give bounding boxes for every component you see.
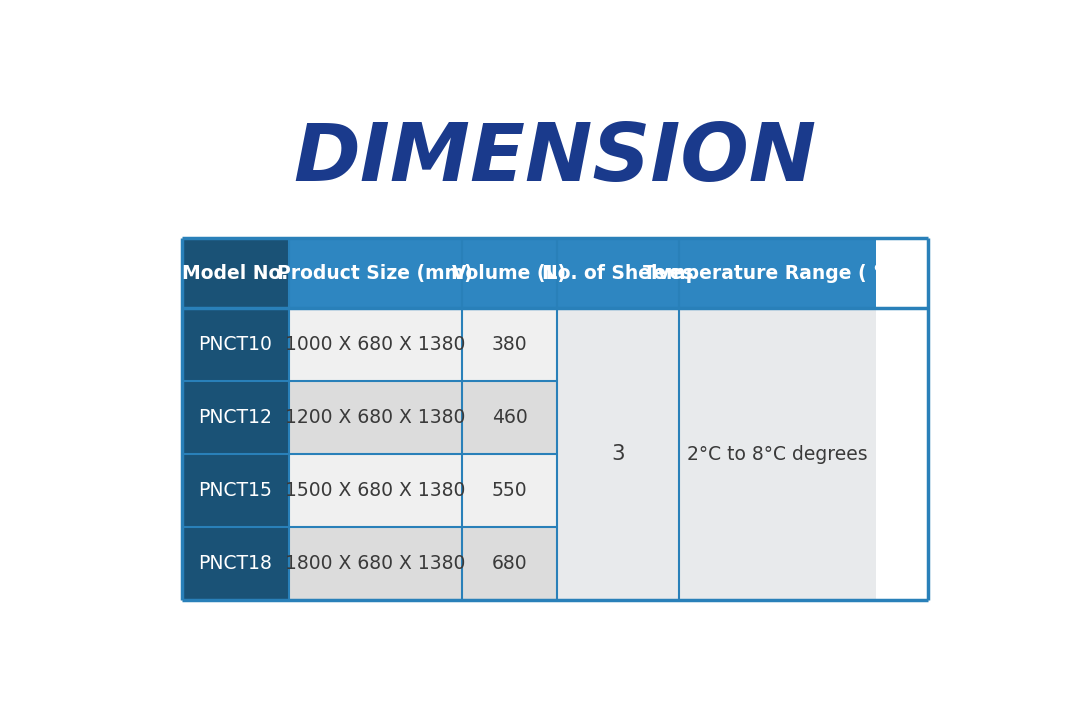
Text: PNCT15: PNCT15	[198, 481, 272, 500]
Text: Model No.: Model No.	[182, 264, 288, 282]
Text: 1800 X 680 X 1380: 1800 X 680 X 1380	[285, 554, 466, 574]
Bar	[182, 308, 288, 381]
Bar	[558, 239, 679, 308]
Text: No. of Shelves: No. of Shelves	[543, 264, 694, 282]
Bar	[679, 308, 876, 600]
Bar	[182, 239, 288, 308]
Bar	[558, 308, 679, 600]
Bar	[461, 239, 558, 308]
Text: Volume (L): Volume (L)	[453, 264, 566, 282]
Text: 550: 550	[492, 481, 527, 500]
Text: 680: 680	[492, 554, 527, 574]
Text: 3: 3	[611, 444, 625, 464]
Bar	[461, 527, 558, 600]
Bar	[679, 239, 876, 308]
Bar	[182, 454, 288, 527]
Text: Temperature Range ( °C ): Temperature Range ( °C )	[643, 264, 912, 282]
Text: 1200 X 680 X 1380: 1200 X 680 X 1380	[285, 408, 466, 427]
Text: DIMENSION: DIMENSION	[293, 120, 817, 198]
Bar	[461, 381, 558, 454]
Text: PNCT12: PNCT12	[198, 408, 272, 427]
Bar	[182, 381, 288, 454]
Bar	[288, 527, 461, 600]
Text: PNCT10: PNCT10	[198, 335, 272, 354]
Text: 460: 460	[492, 408, 527, 427]
Bar	[182, 527, 288, 600]
Bar	[288, 239, 461, 308]
Text: 2°C to 8°C degrees: 2°C to 8°C degrees	[687, 445, 867, 464]
Bar	[288, 381, 461, 454]
Text: Product Size (mm): Product Size (mm)	[277, 264, 473, 282]
Bar	[461, 308, 558, 381]
Text: 1500 X 680 X 1380: 1500 X 680 X 1380	[285, 481, 466, 500]
Text: 1000 X 680 X 1380: 1000 X 680 X 1380	[285, 335, 466, 354]
Bar	[288, 308, 461, 381]
Text: 380: 380	[492, 335, 527, 354]
Text: PNCT18: PNCT18	[198, 554, 272, 574]
Bar	[288, 454, 461, 527]
Bar	[461, 454, 558, 527]
